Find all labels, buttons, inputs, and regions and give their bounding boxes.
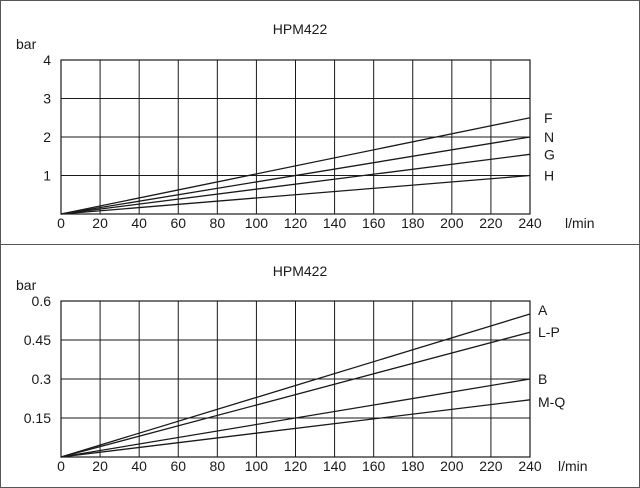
x-tick-label: 160 <box>362 458 386 474</box>
series-line-m-q <box>60 399 531 458</box>
y-tick-label: 0.15 <box>24 410 51 426</box>
chart-title: HPM422 <box>273 263 328 279</box>
series-label: H <box>544 168 554 184</box>
series-line-f <box>60 117 531 215</box>
series-label: M-Q <box>538 394 565 410</box>
series-line-h <box>60 174 531 215</box>
x-axis-label: l/min <box>565 215 595 231</box>
x-tick-label: 200 <box>440 458 464 474</box>
y-axis-label: bar <box>16 36 37 52</box>
y-tick-label: 4 <box>43 52 51 68</box>
y-tick-label: 2 <box>43 129 51 145</box>
y-tick-label: 0.45 <box>24 332 51 348</box>
series-label: F <box>544 110 553 126</box>
x-tick-label: 140 <box>323 215 347 231</box>
series-line-b <box>60 378 531 458</box>
x-tick-label: 240 <box>518 215 542 231</box>
x-tick-label: 120 <box>284 215 308 231</box>
x-tick-label: 100 <box>245 458 269 474</box>
series-line-l-p <box>60 331 531 458</box>
x-tick-label: 20 <box>92 458 108 474</box>
x-tick-label: 180 <box>401 215 425 231</box>
x-tick-label: 0 <box>57 215 65 231</box>
x-tick-label: 100 <box>245 215 269 231</box>
x-tick-label: 40 <box>131 215 147 231</box>
pressure-chart-2: HPM422 bar l/min 0 20 40 60 80 100 120 140 160 18… <box>16 263 588 474</box>
y-tick-label: 1 <box>43 168 51 184</box>
x-tick-label: 180 <box>401 458 425 474</box>
series-line-g <box>60 153 531 215</box>
x-tick-label: 80 <box>210 215 226 231</box>
x-tick-label: 160 <box>362 215 386 231</box>
x-tick-label: 20 <box>92 215 108 231</box>
series-label: L-P <box>538 324 560 340</box>
x-tick-label: 60 <box>170 458 186 474</box>
x-tick-label: 200 <box>440 215 464 231</box>
series-label: A <box>538 302 548 318</box>
y-tick-label: 0.3 <box>32 371 52 387</box>
series-label: B <box>538 371 547 387</box>
series-label: G <box>544 146 555 162</box>
chart-title: HPM422 <box>273 21 328 37</box>
y-tick-label: 0.6 <box>32 293 52 309</box>
series-label: N <box>544 129 554 145</box>
x-tick-label: 60 <box>170 215 186 231</box>
series-line-n <box>60 136 531 215</box>
x-tick-label: 220 <box>479 215 503 231</box>
x-tick-label: 120 <box>284 458 308 474</box>
x-tick-label: 0 <box>57 458 65 474</box>
y-tick-label: 3 <box>43 91 51 107</box>
x-tick-label: 240 <box>518 458 542 474</box>
x-tick-label: 40 <box>131 458 147 474</box>
x-tick-label: 80 <box>210 458 226 474</box>
x-tick-label: 140 <box>323 458 347 474</box>
x-axis-label: l/min <box>558 458 588 474</box>
pressure-chart-1: HPM422 bar l/min 0 20 40 60 80 100 120 140 160 18… <box>16 21 595 231</box>
series-line-a <box>60 313 531 458</box>
x-tick-label: 220 <box>479 458 503 474</box>
y-axis-label: bar <box>16 277 37 293</box>
